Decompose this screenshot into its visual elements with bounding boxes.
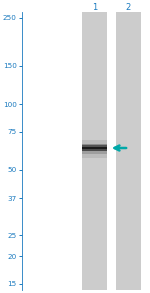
Bar [82,140,107,144]
Bar [116,12,141,290]
Bar [82,12,107,290]
Bar [82,154,107,158]
Bar [82,147,107,149]
Text: 1: 1 [92,3,97,12]
Text: 2: 2 [126,3,131,12]
Bar [82,147,107,149]
Bar [82,144,107,147]
Bar [82,151,107,154]
Bar [82,145,107,151]
